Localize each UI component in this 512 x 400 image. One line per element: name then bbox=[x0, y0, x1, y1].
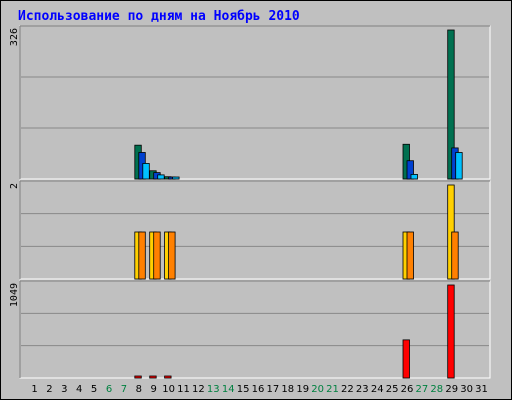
top-bar-day-9 bbox=[157, 174, 165, 180]
x-axis-day-label: 12 bbox=[192, 384, 205, 395]
x-axis-day-label: 1 bbox=[31, 384, 37, 395]
x-axis-day-label: 20 bbox=[311, 384, 324, 395]
bottom-bar-day-9 bbox=[149, 375, 157, 379]
x-axis-day-label: 30 bbox=[460, 384, 473, 395]
bottom-bar-day-8 bbox=[134, 375, 142, 379]
x-axis-day-label: 5 bbox=[91, 384, 97, 395]
top-y-max-label: 326 bbox=[9, 28, 20, 46]
x-axis-day-label: 15 bbox=[237, 384, 250, 395]
top-bar-day-26 bbox=[410, 174, 418, 180]
x-axis-day-label: 17 bbox=[267, 384, 280, 395]
x-axis-day-label: 4 bbox=[76, 384, 82, 395]
x-axis-day-label: 11 bbox=[177, 384, 190, 395]
middle-bar-day-10 bbox=[168, 231, 176, 280]
top-bar-day-26 bbox=[406, 160, 414, 180]
x-axis-day-label: 9 bbox=[151, 384, 157, 395]
x-axis-day-label: 7 bbox=[121, 384, 127, 395]
x-axis-day-label: 22 bbox=[341, 384, 354, 395]
x-axis-day-label: 29 bbox=[445, 384, 458, 395]
x-axis-day-label: 24 bbox=[371, 384, 384, 395]
bottom-bar-day-26 bbox=[402, 339, 410, 379]
top-bar-day-8 bbox=[142, 163, 150, 180]
middle-bar-day-8 bbox=[138, 231, 146, 280]
middle-bar-day-29 bbox=[451, 231, 459, 280]
x-axis-day-label: 21 bbox=[326, 384, 339, 395]
top-panel bbox=[19, 25, 491, 180]
x-axis-day-label: 14 bbox=[222, 384, 235, 395]
x-axis-day-label: 23 bbox=[356, 384, 369, 395]
bottom-y-max-label: 1049 bbox=[9, 283, 20, 307]
x-axis-day-label: 31 bbox=[475, 384, 488, 395]
bottom-bar-day-29 bbox=[447, 284, 455, 379]
x-axis-day-label: 3 bbox=[61, 384, 67, 395]
x-axis-day-label: 28 bbox=[430, 384, 443, 395]
middle-panel bbox=[19, 180, 491, 280]
x-axis-day-label: 25 bbox=[386, 384, 399, 395]
middle-bar-day-26 bbox=[406, 231, 414, 280]
x-axis-day-label: 10 bbox=[162, 384, 175, 395]
x-axis-day-label: 18 bbox=[281, 384, 294, 395]
x-axis-day-label: 2 bbox=[46, 384, 52, 395]
top-bar-day-10 bbox=[172, 176, 180, 180]
x-axis-day-label: 16 bbox=[252, 384, 265, 395]
x-axis-day-label: 13 bbox=[207, 384, 220, 395]
bottom-panel bbox=[19, 280, 491, 379]
x-axis-day-label: 6 bbox=[106, 384, 112, 395]
bottom-bar-day-10 bbox=[164, 375, 172, 379]
x-axis-day-label: 19 bbox=[296, 384, 309, 395]
x-axis-day-label: 26 bbox=[401, 384, 414, 395]
x-axis-day-label: 8 bbox=[136, 384, 142, 395]
top-bar-day-29 bbox=[447, 29, 455, 180]
x-axis-day-label: 27 bbox=[416, 384, 429, 395]
chart-title: Использование по дням на Ноябрь 2010 bbox=[18, 9, 300, 24]
middle-y-max-label: 2 bbox=[9, 183, 20, 189]
middle-bar-day-9 bbox=[153, 231, 161, 280]
top-bar-day-29 bbox=[455, 152, 463, 180]
